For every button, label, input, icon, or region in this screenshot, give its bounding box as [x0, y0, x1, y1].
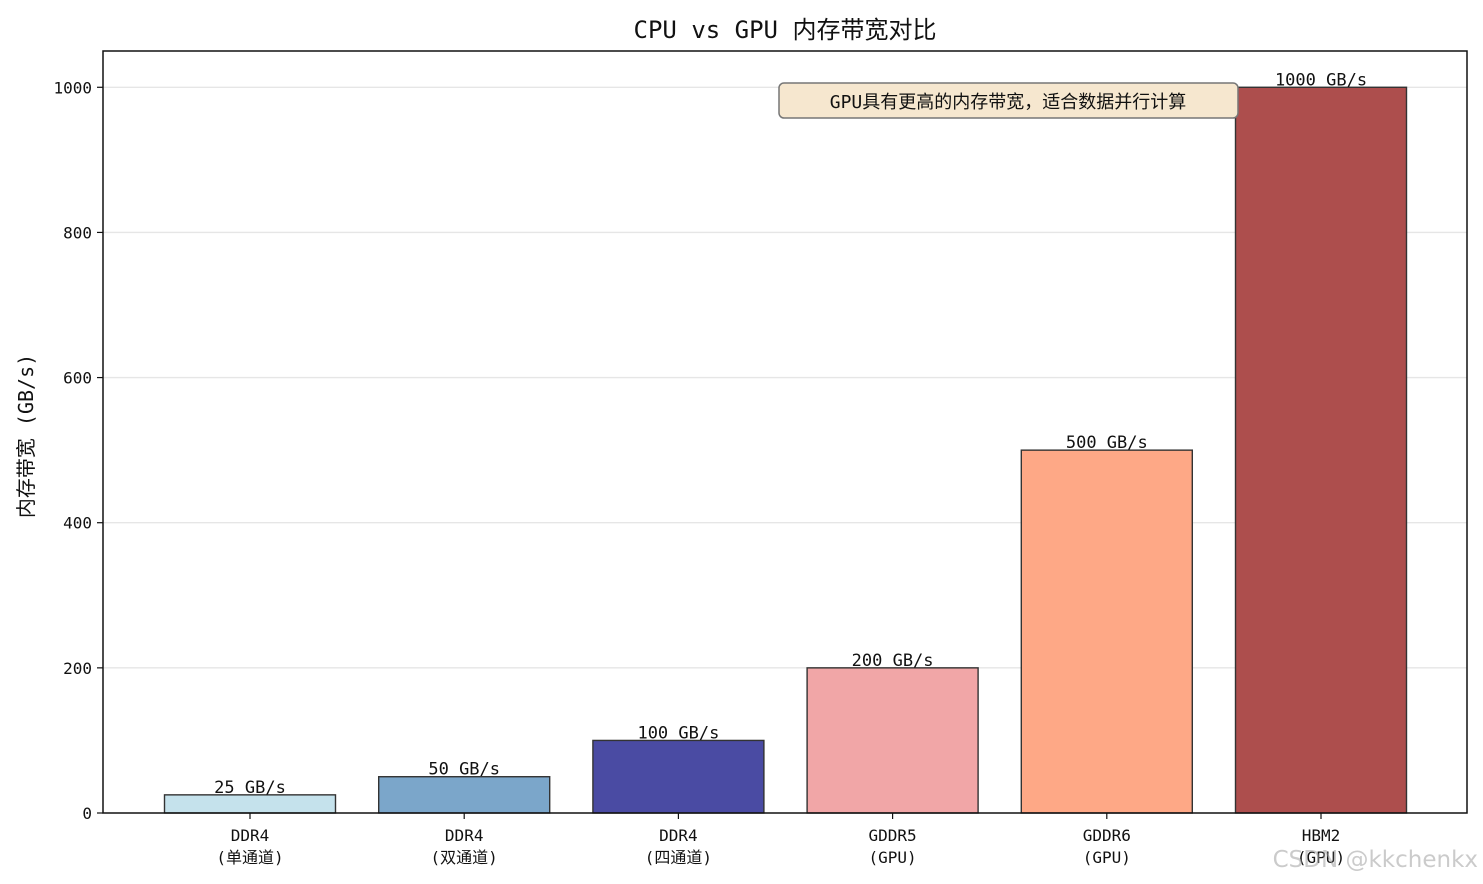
data-labels: 25 GB/s 50 GB/s 100 GB/s 200 GB/s 500 GB/s 10… — [214, 70, 1367, 798]
x-tick-label: HBM2 — [1302, 826, 1341, 845]
y-tick-label: 800 — [63, 223, 92, 242]
x-tick-sublabel: (四通道) — [645, 848, 712, 867]
x-tick-sublabel: (GPU) — [1083, 848, 1131, 867]
y-tick-label: 200 — [63, 659, 92, 678]
y-tick-label: 400 — [63, 514, 92, 533]
x-tick-sublabel: (双通道) — [431, 848, 498, 867]
chart-title: CPU vs GPU 内存带宽对比 — [634, 16, 937, 44]
bar-value-label: 500 GB/s — [1066, 433, 1148, 453]
bar-value-label: 50 GB/s — [428, 760, 500, 780]
bar-3 — [592, 739, 765, 814]
bar-value-label: 200 GB/s — [852, 651, 934, 671]
y-tick-label: 1000 — [53, 78, 92, 97]
x-tick-label: DDR4 — [445, 826, 484, 845]
x-tick-sublabel: (单通道) — [216, 848, 283, 867]
bar-5 — [1020, 449, 1193, 814]
y-tick-label: 0 — [82, 804, 92, 823]
y-axis-label: 内存带宽 (GB/s) — [14, 354, 38, 518]
bar-6 — [1234, 86, 1408, 814]
bar-value-label: 100 GB/s — [637, 723, 719, 743]
plot-frame — [102, 50, 1468, 814]
x-tick-sublabel: (GPU) — [869, 848, 917, 867]
bar-value-label: 25 GB/s — [214, 778, 286, 798]
x-tick-label: DDR4 — [231, 826, 270, 845]
annotation-box: GPU具有更高的内存带宽，适合数据并行计算 — [778, 82, 1239, 119]
bar-4 — [806, 667, 979, 814]
annotation-background — [778, 82, 1239, 119]
y-tick-label: 600 — [63, 369, 92, 388]
y-axis: 0 200 400 600 800 1000 — [53, 78, 103, 823]
x-tick-label: DDR4 — [659, 826, 698, 845]
x-tick-label: GDDR6 — [1083, 826, 1131, 845]
x-tick-sublabel: (GPU) — [1297, 848, 1345, 867]
bar-2 — [378, 776, 551, 814]
x-tick-label: GDDR5 — [869, 826, 917, 845]
bars — [163, 86, 1408, 814]
bar-value-label: 1000 GB/s — [1275, 70, 1367, 90]
watermark: CSDN @kkchenkx — [1273, 847, 1478, 873]
x-axis: DDR4 (单通道) DDR4 (双通道) DDR4 (四通道) GDDR5 (GPU) GDD… — [216, 813, 1345, 867]
annotation-text: GPU具有更高的内存带宽，适合数据并行计算 — [830, 92, 1187, 113]
